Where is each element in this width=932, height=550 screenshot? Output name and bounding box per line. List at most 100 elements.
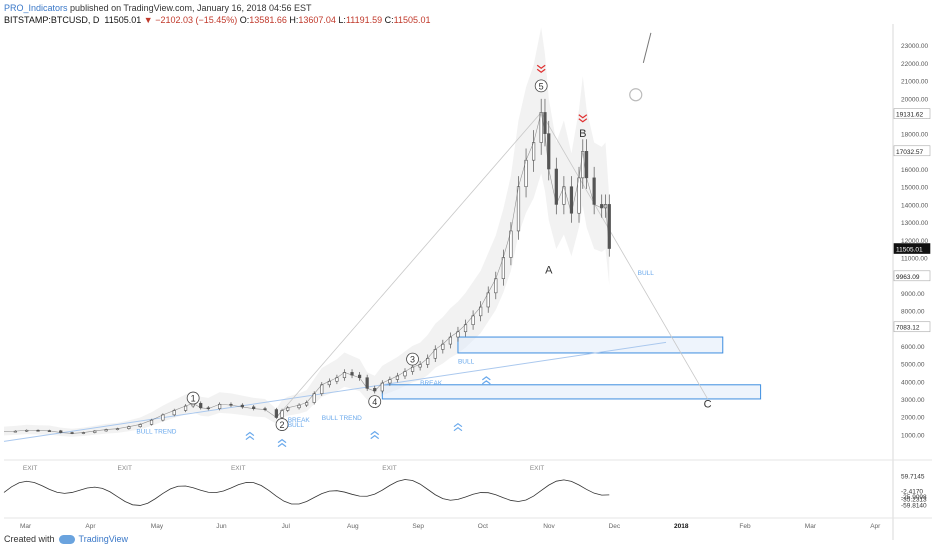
x-tick-label: Apr xyxy=(870,523,881,530)
y-tick-label: 4000.00 xyxy=(901,379,925,386)
y-tick-label: 1000.00 xyxy=(901,432,925,439)
chevron-up-icon xyxy=(245,431,255,441)
price-tag: 19131.62 xyxy=(896,112,923,119)
price-tag-box xyxy=(893,145,931,157)
x-tick-label: Feb xyxy=(739,523,751,530)
wave-label: 1 xyxy=(191,394,196,404)
wave-label: 2 xyxy=(280,420,285,430)
y-tick-label: 9000.00 xyxy=(901,291,925,298)
y-tick-label: 6000.00 xyxy=(901,344,925,351)
wave-label: B xyxy=(579,128,586,140)
chart-header: PRO_Indicators published on TradingView.… xyxy=(4,2,431,26)
last-price: 11505.01 xyxy=(104,15,142,25)
wave-label-circle xyxy=(275,418,289,431)
chevron-up-icon xyxy=(277,438,287,448)
tradingview-logo-icon xyxy=(58,534,75,544)
x-tick-label: Nov xyxy=(543,523,555,530)
x-tick-label: Mar xyxy=(20,523,32,530)
price-tag-box xyxy=(893,270,931,282)
projection-line xyxy=(540,112,708,400)
change-value: −2102.03 (−15.45%) xyxy=(155,15,238,25)
y-tick-label: 11000.00 xyxy=(901,255,928,262)
down-arrow-icon: ▼ xyxy=(143,15,153,25)
x-tick-label: Sep xyxy=(412,523,424,530)
symbol-label: BITSTAMP:BTCUSD, D xyxy=(4,15,100,25)
price-tag: 11505.01 xyxy=(896,247,923,254)
close-label: C: xyxy=(384,15,394,25)
y-tick-label: 8000.00 xyxy=(901,309,925,316)
wave-line xyxy=(276,112,542,418)
annotation-label: EXIT xyxy=(382,465,396,472)
chevron-up-icon xyxy=(370,430,380,440)
x-tick-label: Mar xyxy=(805,523,817,530)
price-tag: 7083.12 xyxy=(896,325,920,332)
annotation-label: BULL xyxy=(288,422,305,429)
publisher-line: PRO_Indicators published on TradingView.… xyxy=(4,2,431,14)
high-value: 13607.04 xyxy=(298,15,336,25)
y-tick-label: 15000.00 xyxy=(901,185,928,192)
wave-label: 4 xyxy=(372,397,377,407)
y-tick-label: 12000.00 xyxy=(901,238,928,245)
price-tag-box xyxy=(893,108,931,119)
chevron-down-icon xyxy=(578,114,588,123)
price-tag: 17032.57 xyxy=(896,149,923,156)
close-value: 11505.01 xyxy=(393,15,431,25)
x-tick-label: Oct xyxy=(478,523,488,530)
price-line xyxy=(3,112,610,434)
y-tick-label: 2000.00 xyxy=(901,415,925,422)
annotation-label: EXIT xyxy=(530,465,544,472)
wave-label: 3 xyxy=(410,355,415,365)
high-label: H: xyxy=(289,15,299,25)
y-tick-label: 18000.00 xyxy=(901,132,928,139)
y-tick-label: 20000.00 xyxy=(901,96,928,103)
created-with-text: Created with xyxy=(4,534,55,544)
oscillator-tick-label: -59.8140 xyxy=(901,502,927,509)
annotation-label: BREAK xyxy=(420,380,443,387)
oscillator-tick-label: -2.4170 xyxy=(901,489,923,496)
price-tag-box xyxy=(893,243,931,254)
x-tick-label: Aug xyxy=(347,523,359,530)
tradingview-brand[interactable]: TradingView xyxy=(78,534,129,544)
y-tick-label: 22000.00 xyxy=(901,61,928,68)
hexagon-icon xyxy=(629,88,643,102)
x-tick-label: Dec xyxy=(609,523,621,530)
y-tick-label: 21000.00 xyxy=(901,79,928,86)
ohlc-line: BITSTAMP:BTCUSD, D 11505.01 ▼ −2102.03 (… xyxy=(4,14,431,26)
drawing-line xyxy=(642,32,652,64)
wave-label: A xyxy=(545,264,553,276)
annotation-label: BREAK xyxy=(288,417,311,424)
chevron-up-icon xyxy=(453,422,463,432)
annotation-label: EXIT xyxy=(117,465,131,472)
y-tick-label: 3000.00 xyxy=(901,397,925,404)
annotation-label: BULL xyxy=(458,359,475,366)
published-text: published on TradingView.com, January 16… xyxy=(70,3,312,13)
y-tick-label: 16000.00 xyxy=(901,167,928,174)
wave-label-circle xyxy=(186,391,200,405)
wave-label-circle xyxy=(406,352,419,366)
candle-body xyxy=(607,204,611,249)
candle-body xyxy=(581,151,585,179)
oscillator-tick-label: -35.2313 xyxy=(901,496,927,503)
wave-label: 5 xyxy=(539,81,544,91)
annotation-label: BULL TREND xyxy=(322,415,362,422)
wave-label: C xyxy=(704,399,712,411)
candle-body xyxy=(543,112,547,134)
oscillator-tick-label: -25.9098 xyxy=(901,494,927,501)
x-tick-label: 2018 xyxy=(674,523,689,530)
annotation-label: BULL TREND xyxy=(136,428,176,435)
y-tick-label: 23000.00 xyxy=(901,43,928,50)
publisher-link[interactable]: PRO_Indicators xyxy=(4,3,68,13)
bull-trend-line xyxy=(3,341,667,442)
candle-body xyxy=(584,151,589,179)
low-label: L: xyxy=(338,15,346,25)
x-tick-label: Apr xyxy=(85,523,96,530)
x-tick-label: Jun xyxy=(216,523,227,530)
target-zone-upper xyxy=(457,336,724,354)
price-tag: 9963.09 xyxy=(896,274,920,281)
candle-body xyxy=(161,414,165,421)
x-tick-label: May xyxy=(151,523,164,530)
low-value: 11191.59 xyxy=(345,15,383,25)
open-value: 13581.66 xyxy=(249,15,287,25)
x-tick-label: Jul xyxy=(282,523,291,530)
